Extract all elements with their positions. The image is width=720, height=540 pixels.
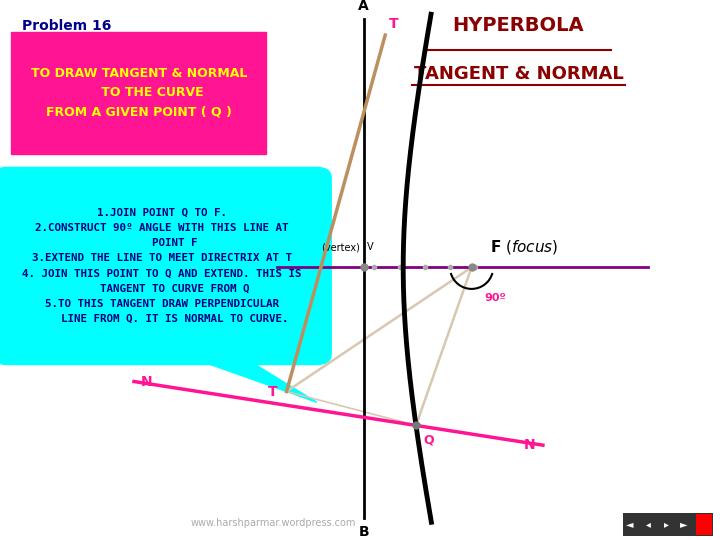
Polygon shape bbox=[180, 354, 317, 402]
Text: ▸: ▸ bbox=[664, 519, 668, 529]
Text: Problem 16: Problem 16 bbox=[22, 19, 111, 33]
FancyBboxPatch shape bbox=[0, 167, 331, 364]
FancyBboxPatch shape bbox=[696, 514, 712, 535]
Text: TO DRAW TANGENT & NORMAL
      TO THE CURVE
FROM A GIVEN POINT ( Q ): TO DRAW TANGENT & NORMAL TO THE CURVE FR… bbox=[31, 68, 247, 118]
Text: ►: ► bbox=[680, 519, 688, 529]
Text: ◂: ◂ bbox=[646, 519, 650, 529]
Text: T: T bbox=[389, 17, 398, 31]
Text: N: N bbox=[141, 375, 153, 388]
Text: (vertex): (vertex) bbox=[321, 242, 360, 252]
Text: TANGENT & NORMAL: TANGENT & NORMAL bbox=[413, 65, 624, 83]
FancyBboxPatch shape bbox=[623, 513, 713, 536]
Text: B: B bbox=[359, 525, 369, 539]
Text: 20: 20 bbox=[680, 518, 695, 528]
Text: T: T bbox=[269, 384, 278, 399]
FancyBboxPatch shape bbox=[11, 32, 266, 154]
Text: V: V bbox=[367, 242, 374, 252]
Text: ◄: ◄ bbox=[626, 519, 634, 529]
Text: N: N bbox=[524, 438, 536, 452]
Text: HYPERBOLA: HYPERBOLA bbox=[453, 16, 584, 35]
Text: www.harshparmar.wordpress.com: www.harshparmar.wordpress.com bbox=[191, 518, 356, 528]
Text: A: A bbox=[359, 0, 369, 14]
Text: 90º: 90º bbox=[485, 293, 506, 303]
Text: Q: Q bbox=[423, 434, 434, 447]
Text: $\mathbf{F}$ ($\it{focus}$): $\mathbf{F}$ ($\it{focus}$) bbox=[490, 239, 558, 256]
Text: 1.JOIN POINT Q TO F.
2.CONSTRUCT 90º ANGLE WITH THIS LINE AT
    POINT F
3.EXTEN: 1.JOIN POINT Q TO F. 2.CONSTRUCT 90º ANG… bbox=[22, 207, 302, 324]
